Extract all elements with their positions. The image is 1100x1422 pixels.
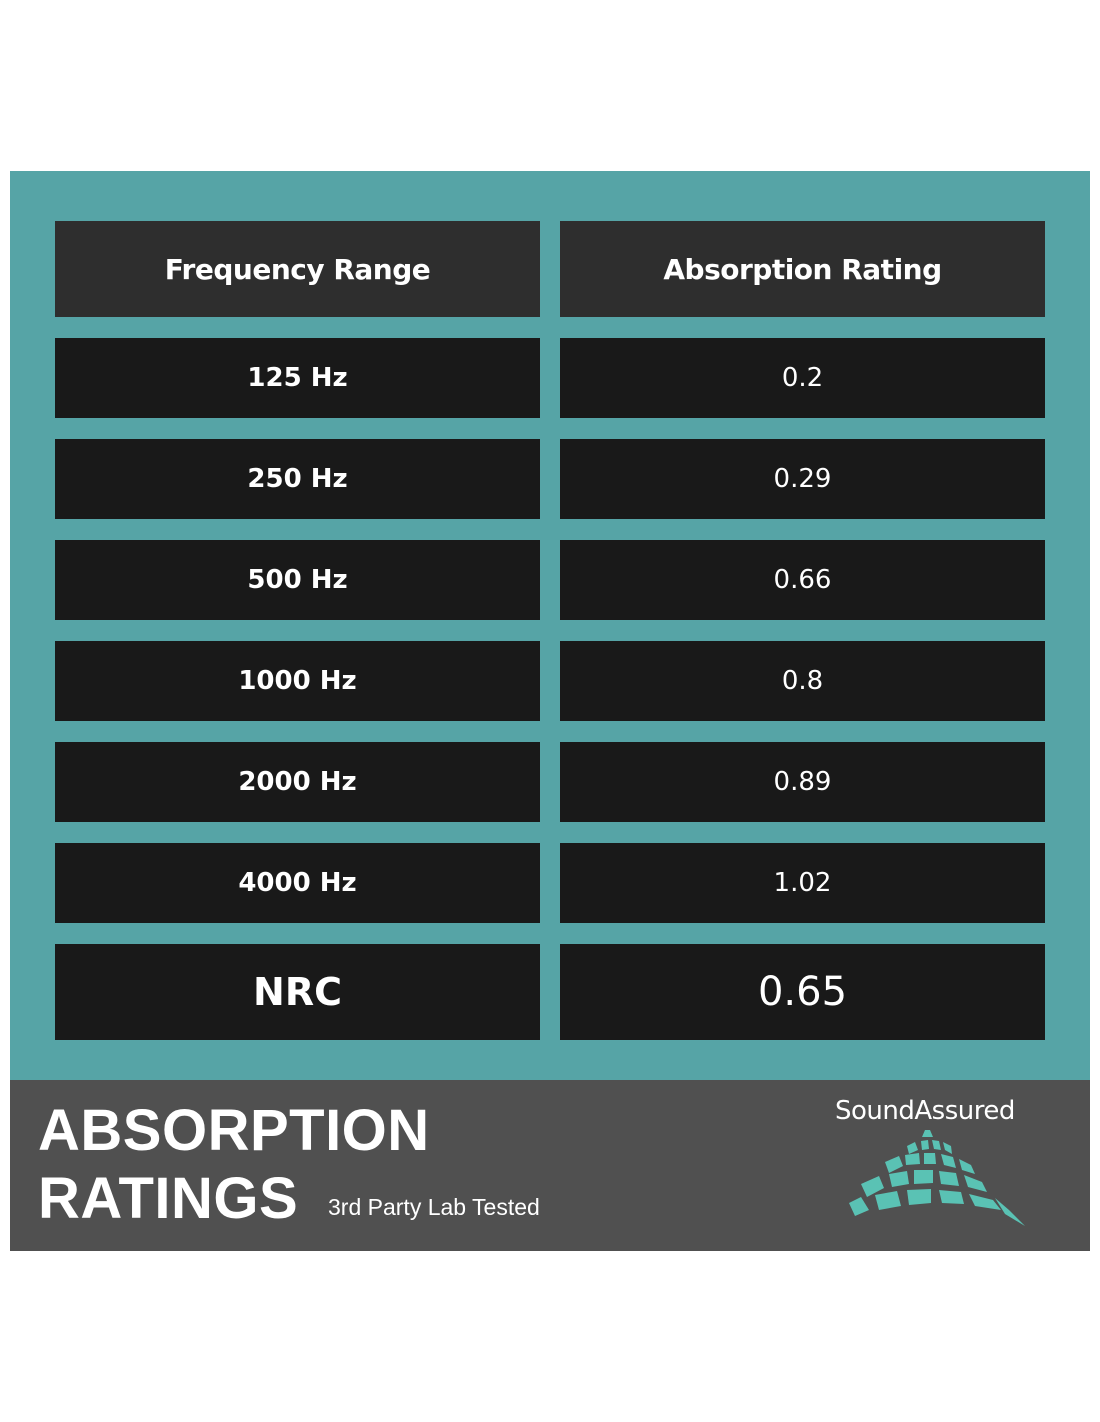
row-rating: 0.8 [560, 641, 1045, 721]
nrc-label: NRC [55, 944, 540, 1040]
header-frequency-range: Frequency Range [55, 221, 540, 317]
row-rating: 0.29 [560, 439, 1045, 519]
title-line-1: ABSORPTION [38, 1098, 430, 1163]
row-rating: 1.02 [560, 843, 1045, 923]
row-frequency: 2000 Hz [55, 742, 540, 822]
ratings-panel: Frequency Range Absorption Rating 125 Hz… [10, 171, 1090, 1080]
row-rating: 0.2 [560, 338, 1045, 418]
row-frequency: 125 Hz [55, 338, 540, 418]
subtitle: 3rd Party Lab Tested [328, 1194, 540, 1220]
row-frequency: 250 Hz [55, 439, 540, 519]
soundassured-logo-icon [849, 1130, 1025, 1226]
nrc-value: 0.65 [560, 944, 1045, 1040]
title-line-2: RATINGS [38, 1166, 299, 1231]
footer-banner: ABSORPTION RATINGS 3rd Party Lab Tested … [10, 1080, 1090, 1251]
header-absorption-rating: Absorption Rating [560, 221, 1045, 317]
row-rating: 0.89 [560, 742, 1045, 822]
row-rating: 0.66 [560, 540, 1045, 620]
brand-name: SoundAssured [835, 1096, 1015, 1126]
row-frequency: 4000 Hz [55, 843, 540, 923]
row-frequency: 1000 Hz [55, 641, 540, 721]
row-frequency: 500 Hz [55, 540, 540, 620]
